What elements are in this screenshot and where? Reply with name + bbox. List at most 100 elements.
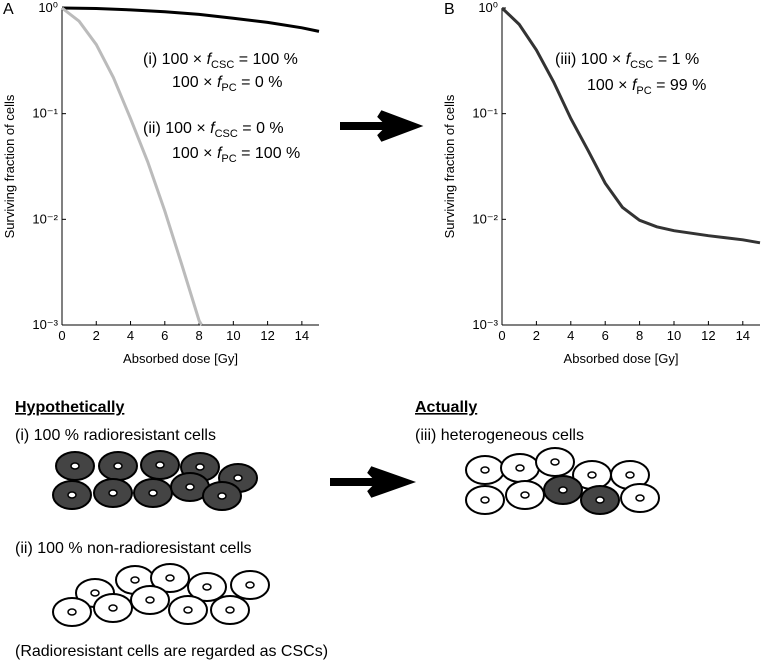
nucleus [480,496,490,504]
nucleus [245,581,255,589]
nucleus [67,608,77,616]
annotation-text: (i) 100 × [143,51,207,68]
line-series [61,6,320,33]
annotation: 100 × fPC = 0 % [172,74,282,94]
annotation: (iii) 100 × fCSC = 1 % [555,51,699,71]
y-tick-label: 10⁻² [472,211,498,226]
line-series [500,6,761,245]
x-tick-label: 0 [498,328,505,343]
x-tick-label: 4 [567,328,574,343]
x-tick-label: 12 [260,328,274,343]
arrow [340,110,424,142]
annotation-text: = 0 % [238,120,284,137]
y-axis-label: Surviving fraction of cells [2,94,17,238]
annotation-subscript: CSC [215,128,238,140]
annotation-subscript: CSC [630,59,653,71]
x-tick-label: 2 [93,328,100,343]
annotation-subscript: PC [221,153,236,165]
nucleus [195,463,205,471]
nucleus [90,589,100,597]
line-series [61,6,203,326]
annotation-subscript: PC [636,85,651,97]
x-tick-label: 8 [195,328,202,343]
annotation-symbol: f [632,77,638,94]
nucleus [515,464,525,472]
annotation: 100 × fPC = 100 % [172,145,300,165]
nucleus [70,462,80,470]
x-tick-label: 6 [602,328,609,343]
note: (Radioresistant cells are regarded as CS… [15,643,328,660]
nucleus [148,489,158,497]
annotation-symbol: f [626,51,632,68]
annotation-text: (ii) 100 × [143,120,210,137]
x-tick-label: 10 [667,328,681,343]
annotation-text: = 1 % [653,51,699,68]
group-label: (iii) heterogeneous cells [415,427,584,444]
x-axis-label: Absorbed dose [Gy] [564,351,679,366]
nucleus [202,583,212,591]
heading: Hypothetically [15,399,124,416]
annotation-text: = 100 % [237,145,301,162]
group-label: (i) 100 % radioresistant cells [15,427,216,444]
arrow [330,466,417,498]
nucleus [520,491,530,499]
annotation-subscript: CSC [211,59,234,71]
annotation-text: = 99 % [652,77,707,94]
annotation-subscript: PC [221,82,236,94]
annotation-text: 100 × [172,74,217,91]
cells [52,447,660,627]
x-tick-label: 2 [533,328,540,343]
nucleus [233,474,243,482]
annotation-symbol: f [217,145,223,162]
annotation-text: = 100 % [234,51,298,68]
x-tick-label: 14 [736,328,750,343]
nucleus [108,489,118,497]
nucleus [113,462,123,470]
annotation-symbol: f [207,51,213,68]
x-tick-label: 12 [701,328,715,343]
nucleus [130,576,140,584]
nucleus [67,491,77,499]
annotation-symbol: f [217,74,223,91]
y-tick-label: 10⁻³ [32,317,58,332]
nucleus [625,471,635,479]
group-label: (ii) 100 % non-radioresistant cells [15,540,252,557]
y-tick-label: 10⁻¹ [32,106,58,121]
x-tick-label: 10 [226,328,240,343]
nucleus [145,596,155,604]
nucleus [550,458,560,466]
nucleus [155,461,165,469]
nucleus [185,483,195,491]
annotation-text: 100 × [172,145,217,162]
annotation: (ii) 100 × fCSC = 0 % [143,120,284,140]
y-tick-label: 10⁻³ [472,317,498,332]
y-axis-label: Surviving fraction of cells [442,94,457,238]
heading: Actually [415,399,477,416]
annotation-text: 100 × [587,77,632,94]
annotation: 100 × fPC = 99 % [587,77,706,97]
nucleus [587,471,597,479]
x-axis-label: Absorbed dose [Gy] [123,351,238,366]
y-tick-label: 10⁻¹ [472,106,498,121]
x-tick-label: 0 [58,328,65,343]
x-tick-label: 4 [127,328,134,343]
nucleus [108,604,118,612]
y-tick-label: 10⁰ [478,0,498,15]
nucleus [183,606,193,614]
y-tick-label: 10⁰ [38,0,58,15]
panel-label: A [3,1,14,18]
annotation-symbol: f [210,120,216,137]
nucleus [480,466,490,474]
nucleus [558,486,568,494]
x-tick-label: 6 [161,328,168,343]
nucleus [595,496,605,504]
panel-label: B [444,1,455,18]
nucleus [217,492,227,500]
y-tick-label: 10⁻² [32,211,58,226]
nucleus [165,574,175,582]
x-tick-label: 8 [636,328,643,343]
annotation: (i) 100 × fCSC = 100 % [143,51,298,71]
nucleus [635,494,645,502]
annotation-text: = 0 % [237,74,283,91]
